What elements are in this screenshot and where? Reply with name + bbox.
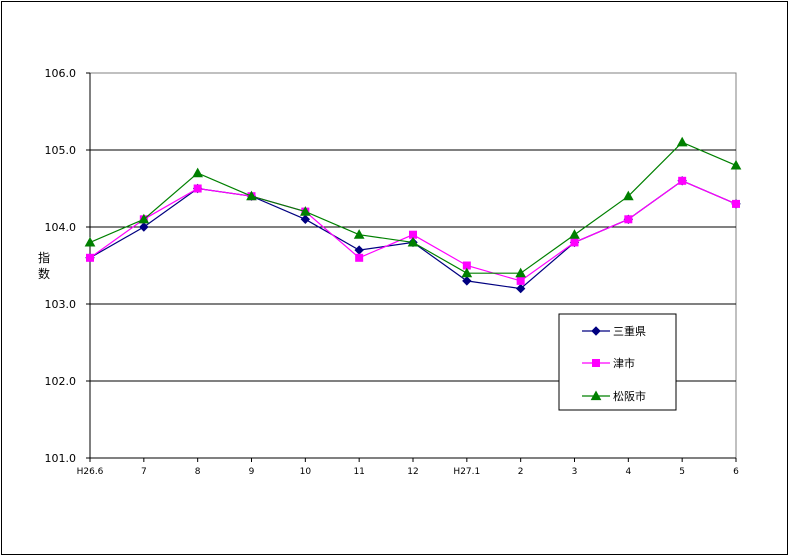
x-tick-label: H26.6: [77, 467, 104, 477]
y-tick-label: 102.0: [45, 375, 77, 388]
legend-item: 津市: [582, 356, 635, 370]
data-point: [516, 276, 525, 285]
x-tick-label: 8: [195, 467, 201, 477]
data-point: [246, 190, 257, 201]
data-point: [193, 184, 202, 193]
legend-box: [558, 313, 677, 411]
y-tick-label: 105.0: [45, 144, 77, 157]
y-tick-labels: 101.0 102.0 103.0 104.0 105.0 106.0: [45, 67, 77, 465]
series-3: [84, 136, 742, 278]
legend-marker: [590, 390, 602, 401]
data-point: [86, 253, 94, 262]
data-point: [300, 214, 311, 225]
x-tick-label: 2: [518, 467, 524, 477]
data-point: [515, 283, 526, 294]
y-axis-label-char-2: 数: [38, 266, 50, 281]
data-point: [299, 206, 311, 216]
data-point: [730, 159, 742, 170]
x-tick-label: 3: [572, 467, 578, 477]
x-tick-label: H27.1: [453, 467, 480, 477]
data-point: [624, 215, 633, 224]
legend-marker: [592, 359, 600, 367]
x-tick-labels: H26.6 7 8 9 10 11 12 H27.1 2 3 4 5 6: [77, 458, 739, 477]
y-tick-label: 103.0: [45, 298, 77, 311]
legend-marker: [591, 326, 601, 336]
data-point: [570, 238, 579, 247]
y-tick-label: 104.0: [45, 221, 77, 234]
data-point: [355, 253, 364, 262]
x-tick-label: 9: [249, 467, 255, 477]
x-tick-label: 6: [733, 467, 739, 477]
data-point: [192, 167, 204, 178]
y-tick-label: 101.0: [45, 452, 77, 465]
legend-label: 三重県: [613, 324, 646, 338]
legend-item: 三重県: [582, 324, 646, 338]
data-point: [353, 229, 365, 239]
y-tick-label: 106.0: [45, 67, 77, 80]
x-tick-label: 5: [679, 467, 685, 477]
data-point: [138, 213, 150, 224]
data-point: [462, 276, 472, 286]
data-point: [515, 267, 527, 278]
data-point: [407, 236, 419, 247]
x-tick-label: 12: [407, 467, 418, 477]
data-point: [732, 199, 740, 208]
data-point: [622, 190, 634, 201]
data-point: [569, 229, 580, 239]
legend-item: 松阪市: [582, 389, 646, 403]
data-point: [84, 236, 96, 247]
legend-label: 津市: [613, 356, 635, 370]
data-point: [461, 267, 473, 278]
data-point: [139, 222, 149, 232]
series-lines: [84, 136, 742, 294]
x-tick-label: 4: [625, 467, 631, 477]
data-point: [678, 176, 687, 185]
x-tick-label: 11: [353, 467, 364, 477]
y-axis-label-char-1: 指: [38, 250, 50, 265]
legend-label: 松阪市: [613, 389, 646, 403]
data-point: [676, 136, 688, 147]
x-tick-label: 7: [141, 467, 147, 477]
x-tick-label: 10: [300, 467, 312, 477]
